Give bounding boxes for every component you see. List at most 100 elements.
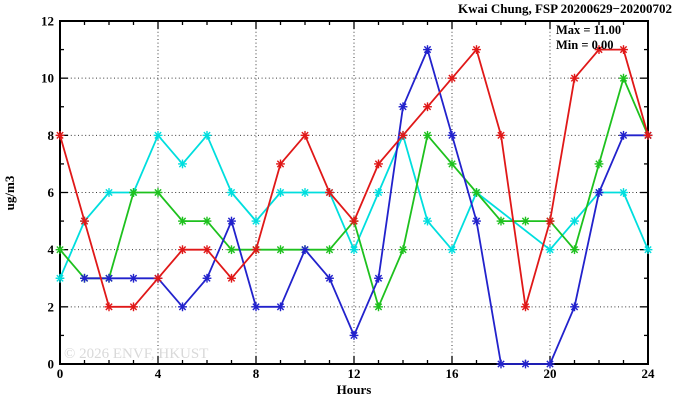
data-point-red-line	[276, 159, 285, 169]
data-point-cyan-line	[619, 188, 628, 197]
data-point-green-line	[398, 245, 408, 255]
data-point-cyan-line	[104, 188, 114, 197]
y-tick-label: 10	[41, 71, 54, 86]
data-point-cyan-line	[643, 245, 653, 255]
data-point-blue-line	[129, 273, 138, 283]
x-tick-label: 0	[57, 366, 64, 381]
data-point-red-line	[104, 302, 114, 312]
y-tick-label: 4	[48, 242, 55, 257]
data-point-red-line	[153, 273, 163, 283]
data-point-green-line	[594, 159, 604, 169]
data-point-red-line	[594, 45, 604, 54]
data-point-red-line	[374, 159, 383, 169]
data-point-blue-line	[104, 273, 114, 283]
data-point-green-line	[276, 245, 285, 255]
data-point-red-line	[619, 45, 628, 54]
data-point-blue-line	[423, 45, 432, 54]
data-point-cyan-line	[374, 188, 383, 197]
y-tick-label: 8	[48, 128, 55, 143]
data-point-green-line	[374, 302, 383, 312]
data-point-red-line	[325, 188, 334, 197]
data-point-cyan-line	[227, 188, 236, 197]
data-point-red-line	[398, 130, 408, 140]
data-point-green-line	[129, 188, 138, 197]
x-axis-label: Hours	[337, 382, 372, 397]
data-point-blue-line	[202, 273, 212, 283]
data-point-blue-line	[447, 130, 457, 140]
data-point-blue-line	[251, 302, 261, 312]
data-point-cyan-line	[349, 245, 359, 255]
x-tick-label: 24	[642, 366, 656, 381]
data-point-green-line	[178, 216, 187, 226]
data-point-blue-line	[570, 302, 579, 312]
data-point-cyan-line	[423, 216, 432, 226]
data-point-red-line	[570, 73, 579, 83]
data-point-red-line	[251, 245, 261, 255]
data-point-green-line	[472, 188, 481, 197]
data-point-green-line	[619, 73, 628, 83]
data-point-blue-line	[227, 216, 236, 226]
x-tick-label: 12	[348, 366, 361, 381]
data-point-green-line	[325, 245, 334, 255]
data-series	[55, 45, 653, 369]
data-point-blue-line	[276, 302, 285, 312]
data-point-cyan-line	[153, 130, 163, 140]
data-point-red-line	[521, 302, 530, 312]
series-blue-line	[84, 48, 648, 365]
data-point-red-line	[300, 130, 310, 140]
data-point-cyan-line	[276, 188, 285, 197]
data-point-red-line	[643, 130, 653, 140]
data-point-green-line	[227, 245, 236, 255]
data-point-blue-line	[374, 273, 383, 283]
x-tick-label: 8	[253, 366, 260, 381]
data-point-red-line	[129, 302, 138, 312]
data-point-green-line	[447, 159, 457, 169]
data-point-green-line	[570, 245, 579, 255]
y-tick-label: 12	[41, 14, 54, 29]
series-green-line	[59, 77, 649, 308]
data-point-green-line	[153, 188, 163, 197]
data-point-red-line	[227, 273, 236, 283]
data-point-green-line	[423, 130, 432, 140]
chart-title: Kwai Chung, FSP 20200629−20200702	[458, 1, 672, 16]
data-point-red-line	[80, 216, 89, 226]
data-point-blue-line	[325, 273, 334, 283]
data-point-cyan-line	[202, 130, 212, 140]
x-tick-label: 16	[446, 366, 460, 381]
data-point-blue-line	[398, 102, 408, 112]
y-tick-label: 6	[48, 185, 55, 200]
data-point-red-line	[55, 130, 65, 140]
data-point-blue-line	[80, 273, 89, 283]
data-point-red-line	[447, 73, 457, 83]
data-point-cyan-line	[447, 245, 457, 255]
data-point-cyan-line	[178, 159, 187, 169]
plot-border	[59, 20, 649, 365]
x-tick-label: 20	[544, 366, 557, 381]
data-point-blue-line	[521, 359, 530, 369]
data-point-cyan-line	[251, 216, 261, 226]
data-point-red-line	[349, 216, 359, 226]
data-point-blue-line	[178, 302, 187, 312]
series-red-line	[59, 48, 649, 308]
data-point-blue-line	[349, 331, 359, 340]
watermark: © 2026 ENVF, HKUST	[64, 346, 208, 362]
data-point-green-line	[521, 216, 530, 226]
data-point-green-line	[55, 245, 65, 255]
data-point-red-line	[472, 45, 481, 54]
data-point-blue-line	[496, 359, 506, 369]
data-point-green-line	[496, 216, 506, 226]
data-point-cyan-line	[55, 273, 65, 283]
data-point-cyan-line	[300, 188, 310, 197]
data-point-blue-line	[472, 216, 481, 226]
min-annotation: Min = 0.00	[556, 38, 613, 52]
series-cyan-line	[59, 134, 649, 279]
max-annotation: Max = 11.00	[556, 23, 621, 37]
data-point-cyan-line	[570, 216, 579, 226]
y-axis-label: ug/m3	[2, 175, 17, 210]
data-point-cyan-line	[545, 245, 555, 255]
data-point-blue-line	[619, 130, 628, 140]
data-point-blue-line	[545, 359, 555, 369]
